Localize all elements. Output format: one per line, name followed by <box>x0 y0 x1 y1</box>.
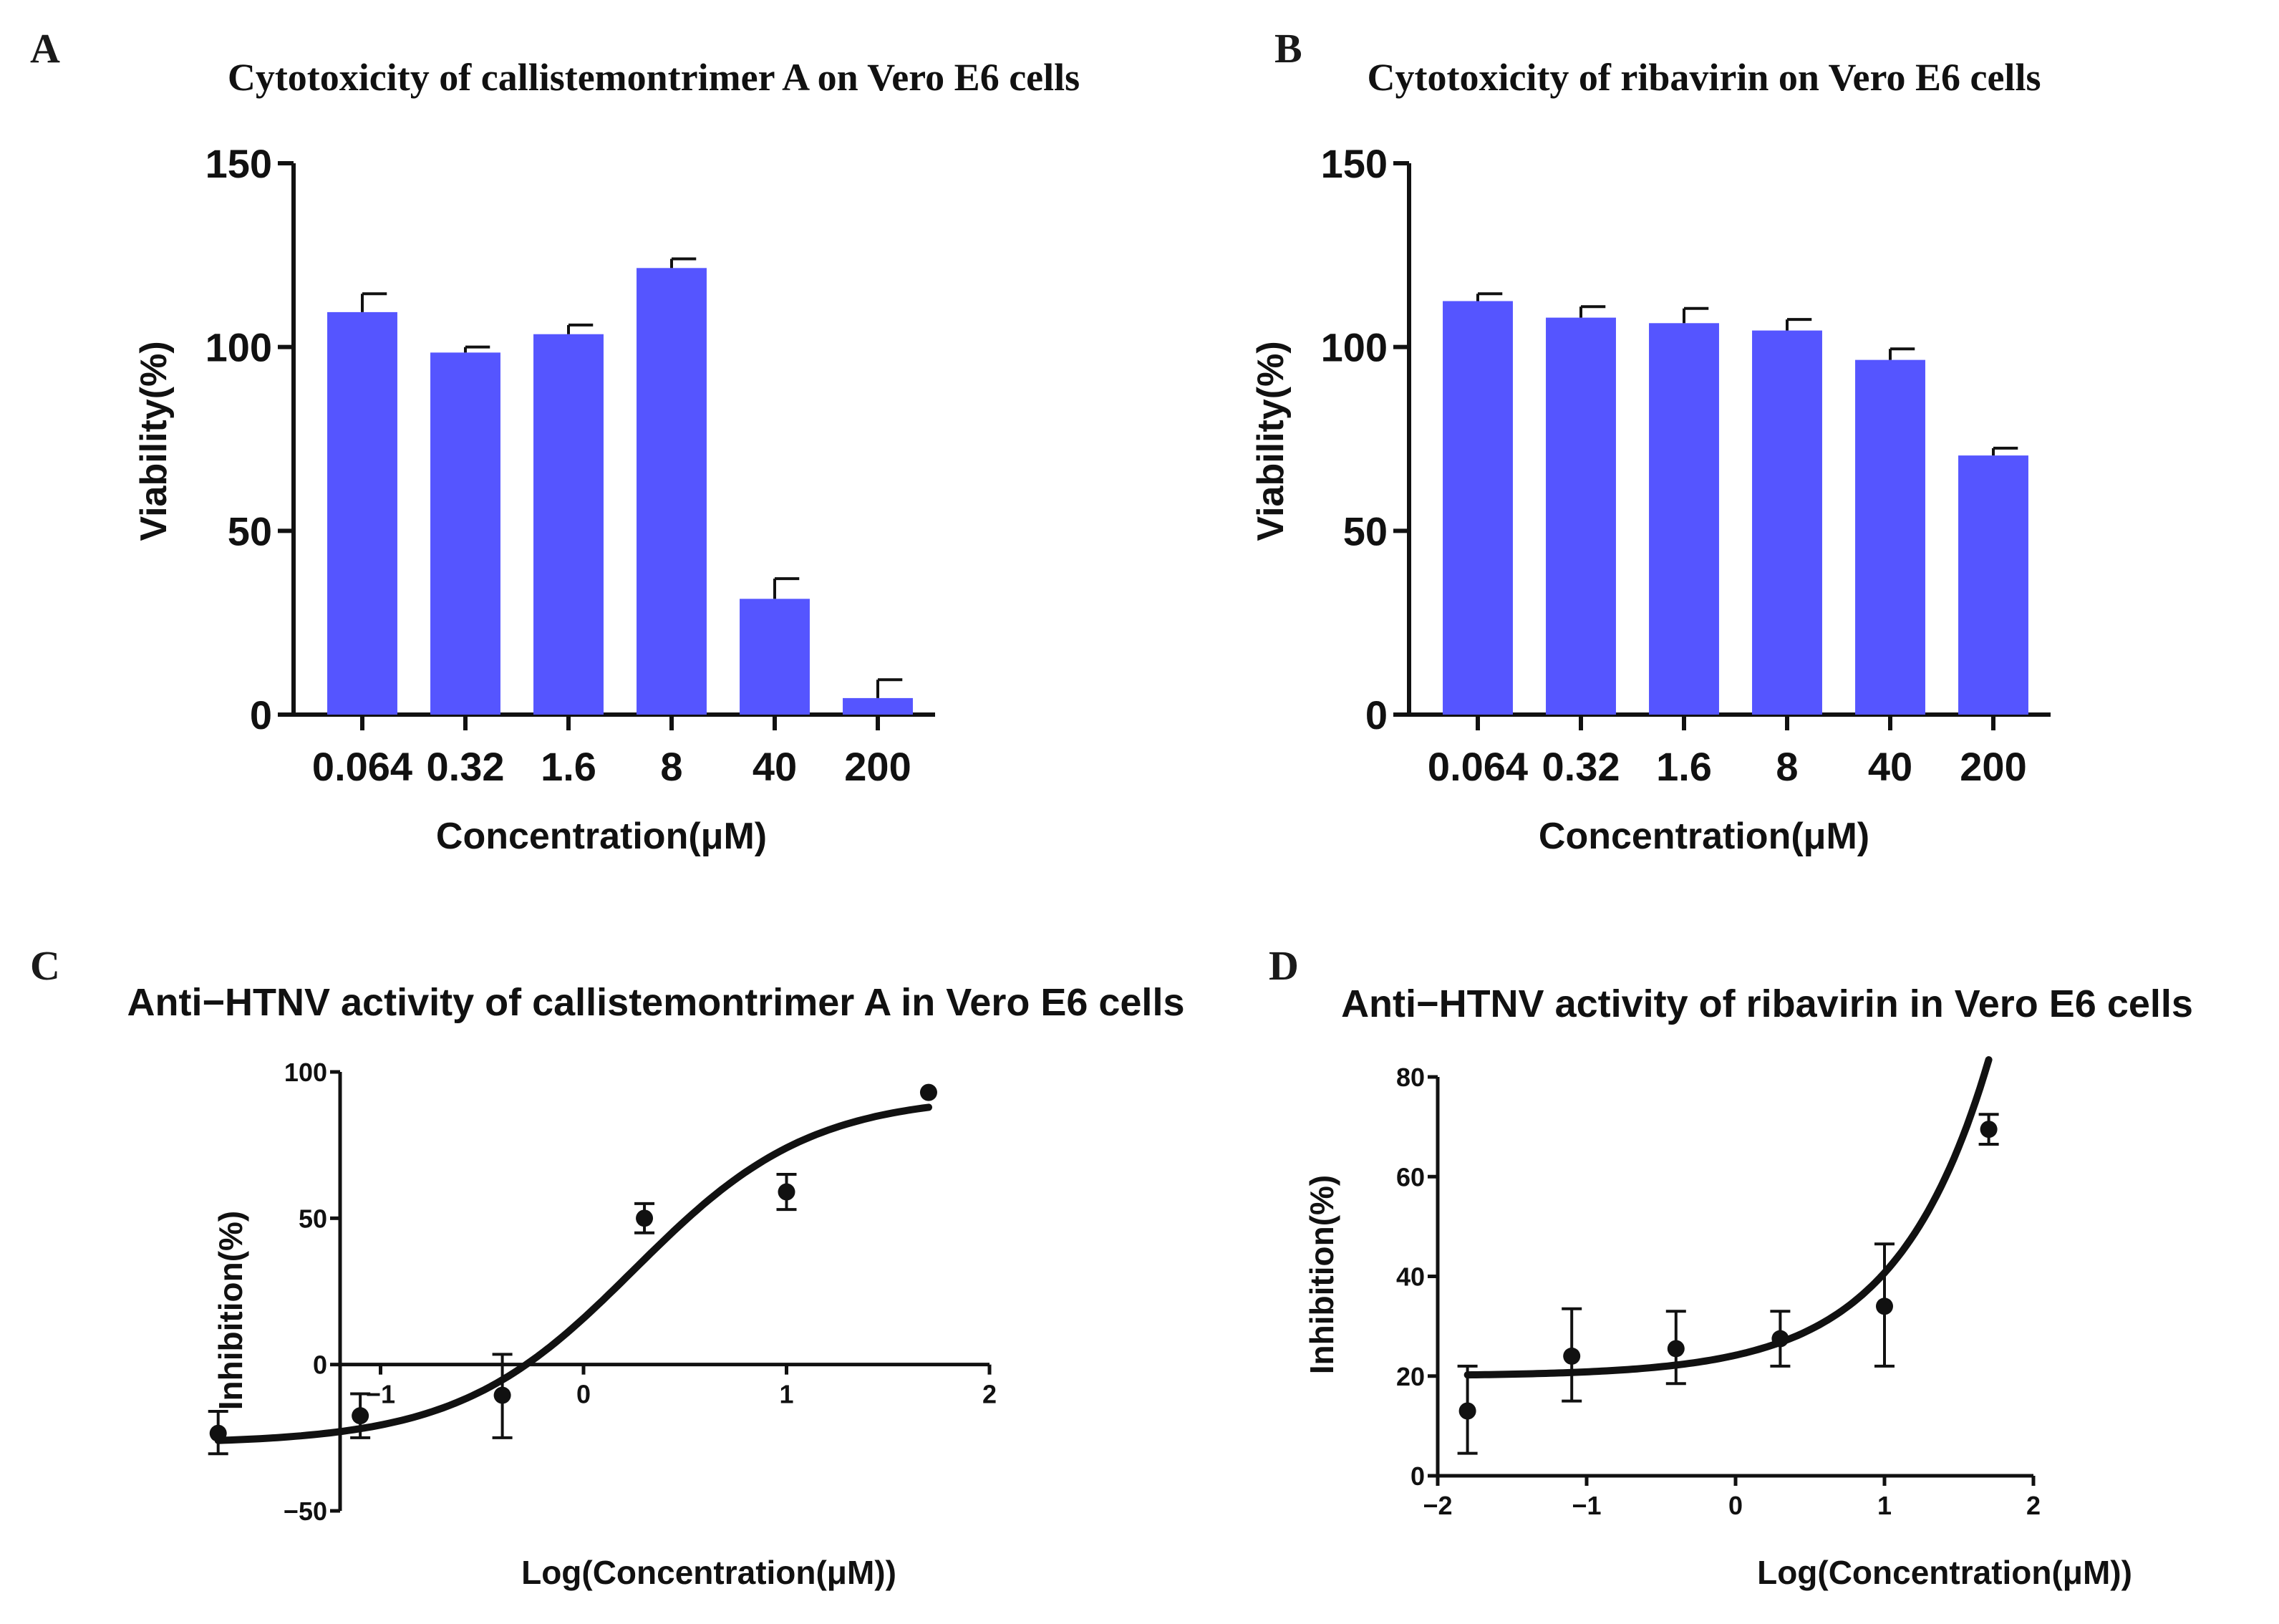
y-tick-label: 0 <box>1411 1461 1425 1491</box>
panel-b-x-axis-label: Concentration(μM) <box>1539 816 1869 857</box>
bar-40 <box>1855 359 1925 715</box>
data-point-2 <box>352 1407 369 1425</box>
x-tick-label: 0.064 <box>312 744 412 789</box>
panel-a-x-axis-label: Concentration(μM) <box>436 816 767 857</box>
data-point-4 <box>1771 1330 1789 1348</box>
bar-200 <box>1958 455 2028 715</box>
bar-0.064 <box>1443 301 1513 715</box>
panel-c-x-axis-label: Log(Concentration(μM)) <box>521 1554 896 1591</box>
fit-curve <box>1463 1056 1993 1379</box>
x-tick-label: 40 <box>1868 744 1912 789</box>
data-point-5 <box>1876 1297 1893 1315</box>
panel-a-bar-chart: A Cytotoxicity of callistemontrimer A on… <box>30 25 1080 857</box>
x-tick-label: 0.32 <box>1542 744 1620 789</box>
y-tick-label: 100 <box>205 325 272 370</box>
panel-d-x-axis-label: Log(Concentration(μM)) <box>1757 1554 2132 1591</box>
data-point-2 <box>1563 1347 1581 1365</box>
bar-40 <box>740 599 810 715</box>
data-point-1 <box>209 1424 227 1442</box>
x-tick-label: 1.6 <box>541 744 596 789</box>
y-tick-label: 50 <box>228 508 272 554</box>
panel-b-bar-chart: B Cytotoxicity of ribavirin on Vero E6 c… <box>1250 25 2051 857</box>
panel-d-y-axis-label: Inhibition(%) <box>1303 1175 1340 1374</box>
bar-200 <box>843 697 913 715</box>
x-tick-label: 0.064 <box>1428 744 1528 789</box>
y-tick-label: −50 <box>284 1497 327 1526</box>
y-tick-label: 0 <box>313 1350 327 1380</box>
y-tick-label: 100 <box>284 1058 327 1087</box>
x-tick-label: 2 <box>2026 1491 2041 1520</box>
x-tick-label: 200 <box>1960 744 2026 789</box>
bar-0.32 <box>1546 317 1616 715</box>
x-tick-label: 0 <box>576 1380 591 1409</box>
x-tick-label: 8 <box>1776 744 1798 789</box>
panel-b-y-axis-label: Viability(%) <box>1250 341 1292 541</box>
panel-c-dose-response-chart: C Anti−HTNV activity of callistemontrime… <box>30 942 1184 1591</box>
data-point-4 <box>636 1209 654 1227</box>
y-tick-label: 50 <box>1343 508 1388 554</box>
bar-1.6 <box>533 334 604 715</box>
x-tick-label: 2 <box>982 1380 997 1409</box>
y-tick-label: 0 <box>1365 692 1388 738</box>
x-tick-label: −2 <box>1423 1491 1452 1520</box>
y-tick-label: 60 <box>1396 1162 1425 1192</box>
y-tick-label: 20 <box>1396 1362 1425 1391</box>
data-point-3 <box>493 1386 511 1404</box>
x-tick-label: 0 <box>1728 1491 1743 1520</box>
panel-d-dose-response-chart: D Anti−HTNV activity of ribavirin in Ver… <box>1269 942 2193 1591</box>
bar-1.6 <box>1649 323 1719 715</box>
x-tick-label: −1 <box>366 1380 395 1409</box>
data-point-3 <box>1667 1340 1685 1358</box>
panel-c-label: C <box>30 942 60 989</box>
panel-a-title: Cytotoxicity of callistemontrimer A on V… <box>228 56 1080 99</box>
x-tick-label: 8 <box>660 744 682 789</box>
x-tick-label: 1.6 <box>1656 744 1712 789</box>
y-tick-label: 150 <box>1321 141 1388 186</box>
fit-curve <box>214 1103 932 1444</box>
panel-b-label: B <box>1274 25 1302 72</box>
y-tick-label: 80 <box>1396 1063 1425 1092</box>
bar-0.32 <box>430 352 500 715</box>
data-point-1 <box>1458 1402 1476 1420</box>
data-point-6 <box>919 1083 937 1101</box>
panel-a-label: A <box>30 25 60 72</box>
x-tick-label: 1 <box>779 1380 793 1409</box>
y-tick-label: 50 <box>299 1204 327 1233</box>
y-tick-label: 0 <box>250 692 272 738</box>
y-tick-label: 100 <box>1321 325 1388 370</box>
x-tick-label: 1 <box>1877 1491 1892 1520</box>
panel-c-y-axis-label: Inhibition(%) <box>212 1211 249 1410</box>
x-tick-label: 200 <box>844 744 911 789</box>
panel-a-y-axis-label: Viability(%) <box>133 341 175 541</box>
y-tick-label: 40 <box>1396 1262 1425 1292</box>
x-tick-label: −1 <box>1572 1491 1601 1520</box>
panel-d-label: D <box>1269 942 1299 989</box>
data-point-6 <box>1980 1121 1998 1139</box>
data-point-5 <box>778 1183 795 1201</box>
x-tick-label: 0.32 <box>427 744 505 789</box>
panel-b-title: Cytotoxicity of ribavirin on Vero E6 cel… <box>1368 56 2041 99</box>
bar-8 <box>637 268 707 715</box>
bar-0.064 <box>327 311 397 715</box>
y-tick-label: 150 <box>205 141 272 186</box>
bar-8 <box>1752 330 1822 715</box>
x-tick-label: 40 <box>753 744 797 789</box>
panel-d-title: Anti−HTNV activity of ribavirin in Vero … <box>1341 982 2193 1025</box>
panel-c-title: Anti−HTNV activity of callistemontrimer … <box>127 981 1185 1024</box>
